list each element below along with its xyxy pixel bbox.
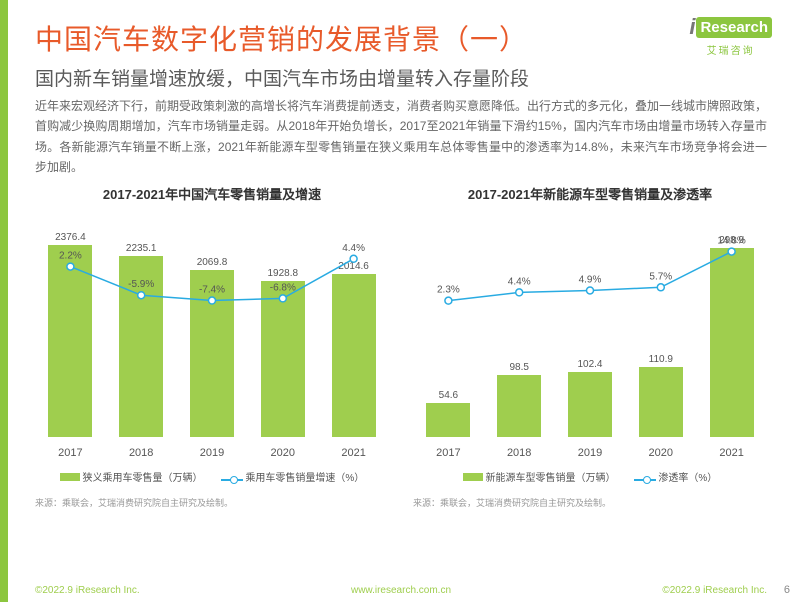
line-value-label: 2.3% — [437, 285, 460, 296]
line-value-label: -7.4% — [199, 285, 225, 296]
line-layer: 2.3% 4.4% 4.9% 5.7% 14.8% — [413, 209, 767, 459]
line-value-label: 5.7% — [649, 271, 672, 282]
chart2-legend-line: 渗透率（%） — [658, 473, 717, 484]
line-swatch-icon — [634, 479, 656, 481]
charts-row: 2017-2021年中国汽车零售销量及增速 2376.420172235.120… — [35, 184, 767, 524]
chart1-legend-line: 乘用车零售销量增速（%） — [245, 473, 364, 484]
chart2-legend-bar: 新能源车型零售销量（万辆） — [486, 473, 616, 484]
bar-swatch-icon — [60, 473, 80, 481]
logo-cn: 艾瑞咨询 — [689, 42, 772, 57]
line-value-label: 4.9% — [579, 274, 602, 285]
chart2-title: 2017-2021年新能源车型零售销量及渗透率 — [413, 184, 767, 203]
line-marker — [516, 289, 523, 296]
chart1-title: 2017-2021年中国汽车零售销量及增速 — [35, 184, 389, 203]
logo: iResearch 艾瑞咨询 — [689, 14, 772, 57]
logo-brand: Research — [696, 17, 772, 38]
line-value-label: -5.9% — [128, 279, 154, 290]
line-value-label: 4.4% — [508, 276, 531, 287]
line-value-label: 14.8% — [717, 236, 745, 247]
footer-mid: www.iresearch.com.cn — [351, 585, 451, 596]
chart2-source: 来源：乘联会，艾瑞消费研究院自主研究及绘制。 — [413, 496, 767, 509]
chart2-legend: 新能源车型零售销量（万辆） 渗透率（%） — [413, 469, 767, 484]
page-number: 6 — [784, 584, 790, 596]
footer-left: ©2022.9 iResearch Inc. — [35, 585, 140, 596]
line-marker — [350, 255, 357, 262]
line-marker — [67, 263, 74, 270]
line-marker — [209, 297, 216, 304]
line-marker — [445, 297, 452, 304]
line-value-label: -6.8% — [270, 282, 296, 293]
title-sub: 国内新车销量增速放缓，中国汽车市场由增量转入存量阶段 — [35, 64, 767, 91]
line-marker — [279, 295, 286, 302]
chart-right: 2017-2021年新能源车型零售销量及渗透率 54.6201798.52018… — [413, 184, 767, 524]
chart1-plot: 2376.420172235.120182069.820191928.82020… — [35, 209, 389, 459]
line-marker — [138, 292, 145, 299]
footer-right: ©2022.9 iResearch Inc. — [662, 585, 767, 596]
footer: ©2022.9 iResearch Inc. www.iresearch.com… — [35, 585, 767, 596]
line-marker — [657, 284, 664, 291]
line-value-label: 4.4% — [342, 243, 365, 254]
chart1-source: 来源：乘联会，艾瑞消费研究院自主研究及绘制。 — [35, 496, 389, 509]
side-accent-bar — [0, 0, 8, 602]
line-value-label: 2.2% — [59, 251, 82, 262]
line-swatch-icon — [221, 479, 243, 481]
chart1-legend: 狭义乘用车零售量（万辆） 乘用车零售销量增速（%） — [35, 469, 389, 484]
line-marker — [728, 248, 735, 255]
line-marker — [587, 287, 594, 294]
body-paragraph: 近年来宏观经济下行，前期受政策刺激的高增长将汽车消费提前透支，消费者购买意愿降低… — [35, 96, 767, 178]
bar-swatch-icon — [463, 473, 483, 481]
logo-i: i — [689, 14, 695, 39]
header: 中国汽车数字化营销的发展背景（一） 国内新车销量增速放缓，中国汽车市场由增量转入… — [35, 18, 767, 91]
chart-left: 2017-2021年中国汽车零售销量及增速 2376.420172235.120… — [35, 184, 389, 524]
chart1-legend-bar: 狭义乘用车零售量（万辆） — [83, 473, 203, 484]
title-main: 中国汽车数字化营销的发展背景（一） — [35, 18, 767, 58]
chart2-plot: 54.6201798.52018102.42019110.92020298.92… — [413, 209, 767, 459]
line-layer: 2.2% -5.9% -7.4% -6.8% 4.4% — [35, 209, 389, 459]
